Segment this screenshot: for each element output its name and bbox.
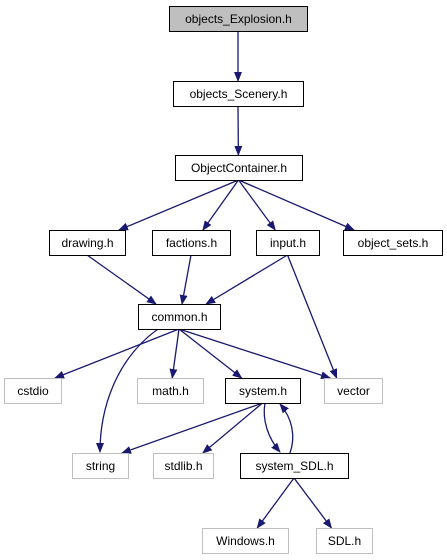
node-string: string [73,454,129,479]
node-label: cstdio [17,384,49,398]
node-label: ObjectContainer.h [191,161,287,175]
node-objectcontainer[interactable]: ObjectContainer.h [176,156,303,181]
node-label: math.h [152,384,189,398]
node-label: Windows.h [216,534,275,548]
edge-system-to-system_sdl [264,403,280,452]
edge-drawing-to-common [87,255,156,304]
node-object_sets[interactable]: object_sets.h [344,231,443,256]
edge-system-to-stdlib [203,403,263,453]
edge-input-to-common [206,255,287,304]
edge-system_sdl-to-system [280,404,293,453]
node-sdl: SDL.h [317,529,373,554]
edge-factions-to-common [182,255,191,304]
node-drawing[interactable]: drawing.h [50,231,126,256]
node-factions[interactable]: factions.h [153,231,231,256]
edge-objectcontainer-to-object_sets [239,180,355,230]
node-label: vector [337,384,370,398]
node-label: drawing.h [61,236,113,250]
node-objects_explosion[interactable]: objects_Explosion.h [170,7,308,32]
nodes-layer: objects_Explosion.h objects_Scenery.h Obje… [5,7,443,554]
node-objects_scenery[interactable]: objects_Scenery.h [174,82,304,107]
edge-common-to-system [179,329,242,378]
node-label: object_sets.h [358,236,429,250]
node-common[interactable]: common.h [139,305,221,330]
edge-common-to-cstdio [55,329,179,378]
edge-system_sdl-to-sdl [294,478,332,528]
node-label: objects_Scenery.h [190,87,288,101]
node-stdlib: stdlib.h [154,454,214,479]
edge-system_sdl-to-windows [257,478,294,528]
edge-common-to-math [172,329,179,378]
node-system[interactable]: system.h [226,379,301,404]
node-windows: Windows.h [203,529,289,554]
node-label: system.h [239,384,287,398]
node-label: string [86,459,115,473]
node-math: math.h [138,379,204,404]
node-label: factions.h [166,236,217,250]
node-label: input.h [270,236,306,250]
node-label: objects_Explosion.h [185,12,292,26]
node-label: common.h [151,310,207,324]
node-cstdio: cstdio [5,379,62,404]
edge-system-to-string [122,403,263,453]
node-vector: vector [325,379,383,404]
edge-input-to-vector [288,255,337,378]
node-label: SDL.h [328,534,361,548]
node-input[interactable]: input.h [257,231,320,256]
node-system_sdl[interactable]: system_SDL.h [241,454,349,479]
node-label: system_SDL.h [255,459,333,473]
node-label: stdlib.h [164,459,202,473]
edge-common-to-vector [179,329,330,378]
